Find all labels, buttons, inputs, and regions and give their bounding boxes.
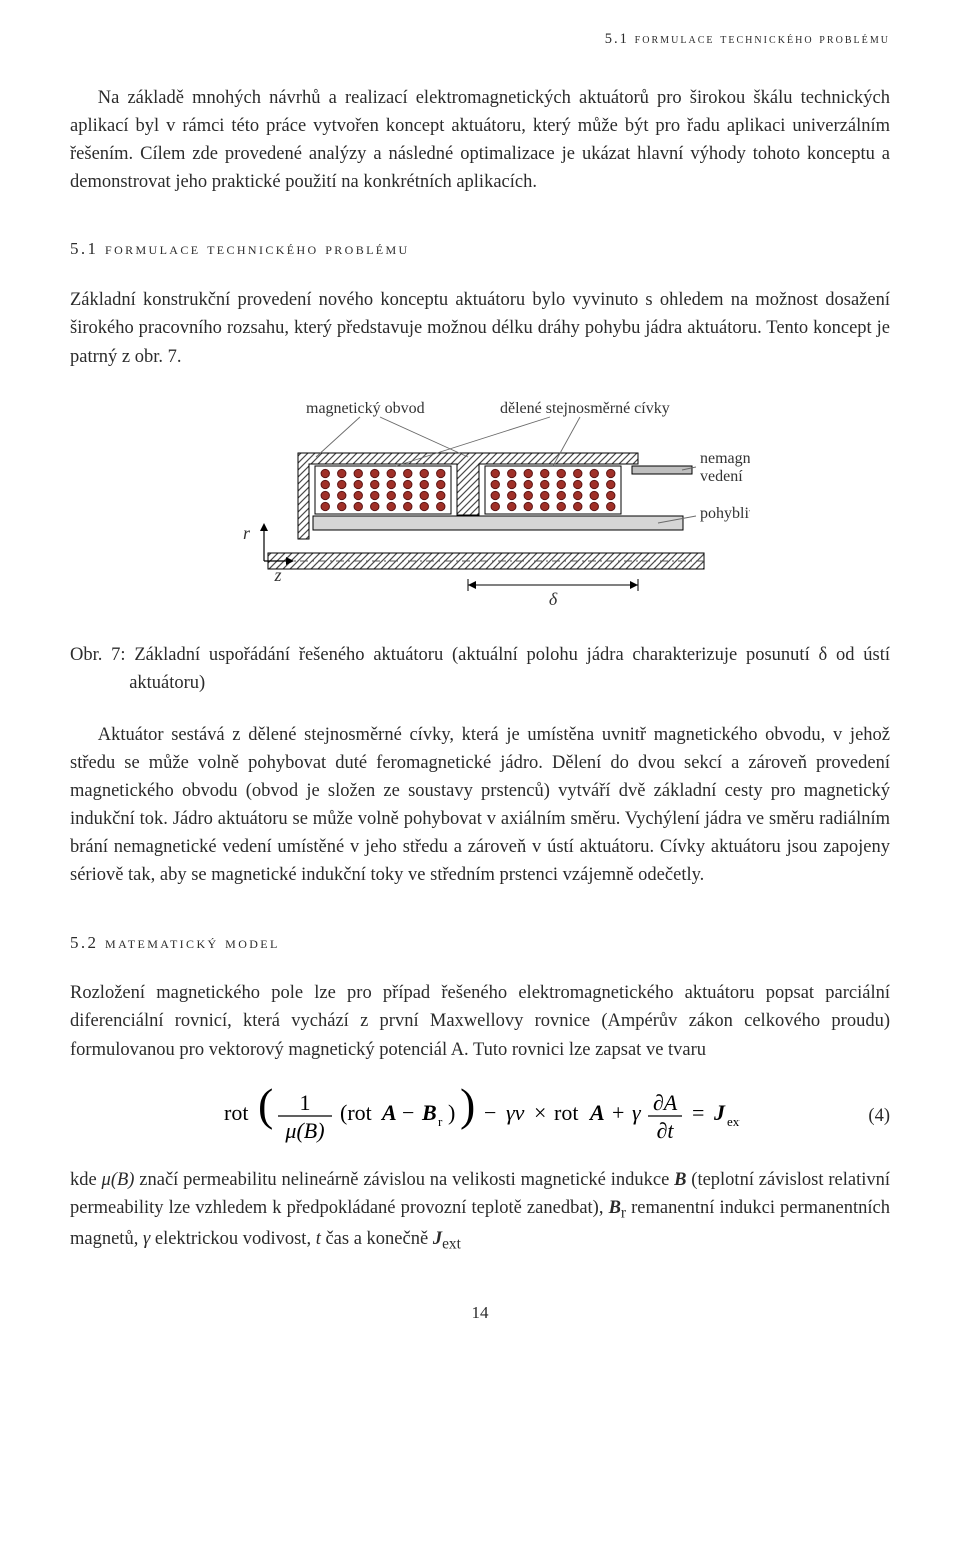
svg-text:): ) xyxy=(448,1100,455,1125)
svg-text:magnetický obvod: magnetický obvod xyxy=(306,400,425,417)
paragraph-after-equation: kde μ(B) značí permeabilitu nelineárně z… xyxy=(70,1166,890,1256)
section-5-1-heading: 5.1 formulace technického problému xyxy=(70,236,890,262)
equation-4: rot(1μ(B)(rotA−Br))−γv×rotA+γ∂A∂t=Jext, … xyxy=(70,1084,890,1148)
svg-text:B: B xyxy=(421,1100,437,1125)
page-number: 14 xyxy=(70,1300,890,1326)
paragraph-after-figure: Aktuátor sestává z dělené stejnosměrné c… xyxy=(70,721,890,890)
svg-text:dělené stejnosměrné cívky: dělené stejnosměrné cívky xyxy=(500,400,670,417)
B-symbol: B xyxy=(674,1170,686,1190)
svg-text:nemagnetické: nemagnetické xyxy=(700,450,750,467)
svg-text:γ: γ xyxy=(632,1100,642,1125)
svg-text:J: J xyxy=(713,1100,726,1125)
svg-text:1: 1 xyxy=(300,1090,311,1115)
figure-7-caption-body: Základní uspořádání řešeného aktuátoru (… xyxy=(129,645,890,693)
section-5-2-paragraph: Rozložení magnetického pole lze pro příp… xyxy=(70,979,890,1063)
figure-7-caption: Obr. 7: Základní uspořádání řešeného akt… xyxy=(70,641,890,697)
running-head: 5.1 formulace technického problému xyxy=(70,28,890,50)
svg-text:∂A: ∂A xyxy=(653,1090,678,1115)
svg-text:z: z xyxy=(273,565,281,585)
intro-paragraph: Na základě mnohých návrhů a realizací el… xyxy=(70,84,890,196)
svg-text:r: r xyxy=(438,1114,443,1129)
svg-text:): ) xyxy=(460,1084,475,1130)
svg-text:r: r xyxy=(243,523,251,543)
svg-text:A: A xyxy=(380,1100,397,1125)
svg-text:+: + xyxy=(612,1100,624,1125)
svg-text:∂t: ∂t xyxy=(657,1118,675,1143)
mu-of-B: μ(B) xyxy=(102,1170,135,1190)
svg-text:A: A xyxy=(588,1100,605,1125)
svg-text:μ(B): μ(B) xyxy=(284,1118,324,1143)
svg-text:δ: δ xyxy=(549,589,558,609)
svg-text:(rot: (rot xyxy=(340,1100,372,1125)
Jext-symbol: Jext xyxy=(433,1229,461,1249)
svg-text:=: = xyxy=(692,1100,704,1125)
svg-text:rot: rot xyxy=(224,1100,248,1125)
svg-text:−: − xyxy=(402,1100,414,1125)
svg-text:rot: rot xyxy=(554,1100,578,1125)
Br-symbol: Br xyxy=(609,1198,626,1218)
svg-text:×: × xyxy=(534,1100,546,1125)
equation-4-math: rot(1μ(B)(rotA−Br))−γv×rotA+γ∂A∂t=Jext, xyxy=(220,1084,740,1148)
svg-text:vedení: vedení xyxy=(700,468,743,485)
svg-text:(: ( xyxy=(258,1084,273,1130)
svg-text:γv: γv xyxy=(506,1100,525,1125)
svg-text:ext: ext xyxy=(727,1114,740,1129)
figure-7-diagram: magnetický obvod dělené stejnosměrné cívk… xyxy=(210,397,750,625)
equation-4-number: (4) xyxy=(868,1102,890,1130)
figure-7-caption-prefix: Obr. 7: xyxy=(70,645,134,665)
svg-text:pohyblivé jádro: pohyblivé jádro xyxy=(700,505,750,522)
svg-text:−: − xyxy=(484,1100,496,1125)
section-5-2-heading: 5.2 matematický model xyxy=(70,930,890,956)
section-5-1-paragraph: Základní konstrukční provedení nového ko… xyxy=(70,286,890,370)
figure-7: magnetický obvod dělené stejnosměrné cívk… xyxy=(70,397,890,625)
